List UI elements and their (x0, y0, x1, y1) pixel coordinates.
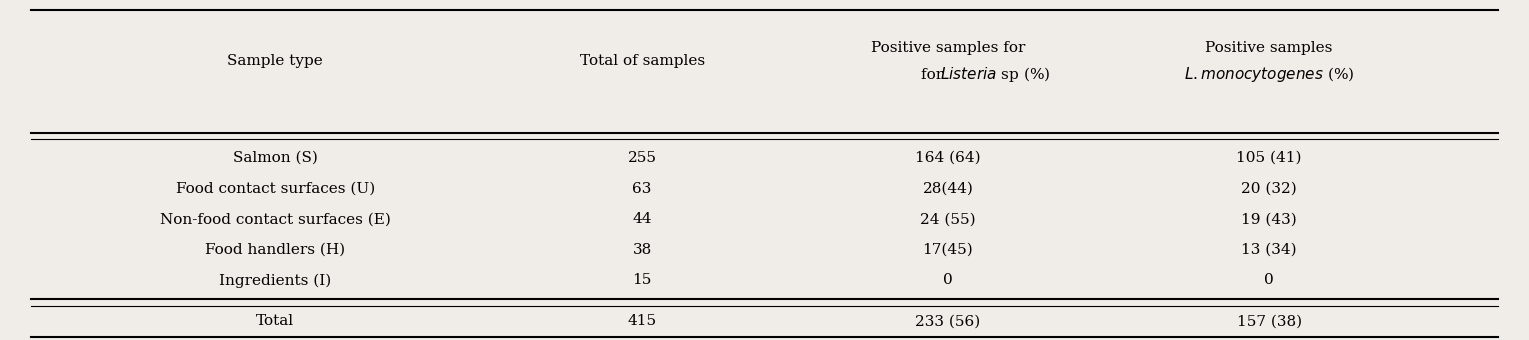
Text: Positive samples for: Positive samples for (872, 40, 1024, 55)
Text: for: for (920, 68, 948, 82)
Text: 19 (43): 19 (43) (1242, 212, 1297, 226)
Text: Salmon (S): Salmon (S) (232, 151, 318, 165)
Text: Ingredients (I): Ingredients (I) (219, 273, 332, 288)
Text: 255: 255 (628, 151, 656, 165)
Text: $\it{L. monocytogenes}$ (%): $\it{L. monocytogenes}$ (%) (1183, 65, 1355, 84)
Text: 164 (64): 164 (64) (916, 151, 980, 165)
Text: Positive samples: Positive samples (1205, 40, 1333, 55)
Text: 63: 63 (633, 182, 651, 196)
Text: 105 (41): 105 (41) (1237, 151, 1301, 165)
Text: 17(45): 17(45) (922, 243, 974, 257)
Text: 0: 0 (1264, 273, 1274, 288)
Text: 157 (38): 157 (38) (1237, 314, 1301, 328)
Text: 28(44): 28(44) (922, 182, 974, 196)
Text: 13 (34): 13 (34) (1242, 243, 1297, 257)
Text: Total: Total (257, 314, 294, 328)
Text: Non-food contact surfaces (E): Non-food contact surfaces (E) (161, 212, 390, 226)
Text: 38: 38 (633, 243, 651, 257)
Text: 15: 15 (633, 273, 651, 288)
Text: Food contact surfaces (U): Food contact surfaces (U) (176, 182, 375, 196)
Text: Sample type: Sample type (228, 54, 323, 68)
Text: 24 (55): 24 (55) (920, 212, 976, 226)
Text: 415: 415 (627, 314, 657, 328)
Text: Food handlers (H): Food handlers (H) (205, 243, 346, 257)
Text: 233 (56): 233 (56) (916, 314, 980, 328)
Text: 44: 44 (633, 212, 651, 226)
Text: 20 (32): 20 (32) (1242, 182, 1297, 196)
Text: $\it{Listeria}$ sp (%): $\it{Listeria}$ sp (%) (940, 65, 1050, 84)
Text: 0: 0 (943, 273, 953, 288)
Text: Total of samples: Total of samples (579, 54, 705, 68)
